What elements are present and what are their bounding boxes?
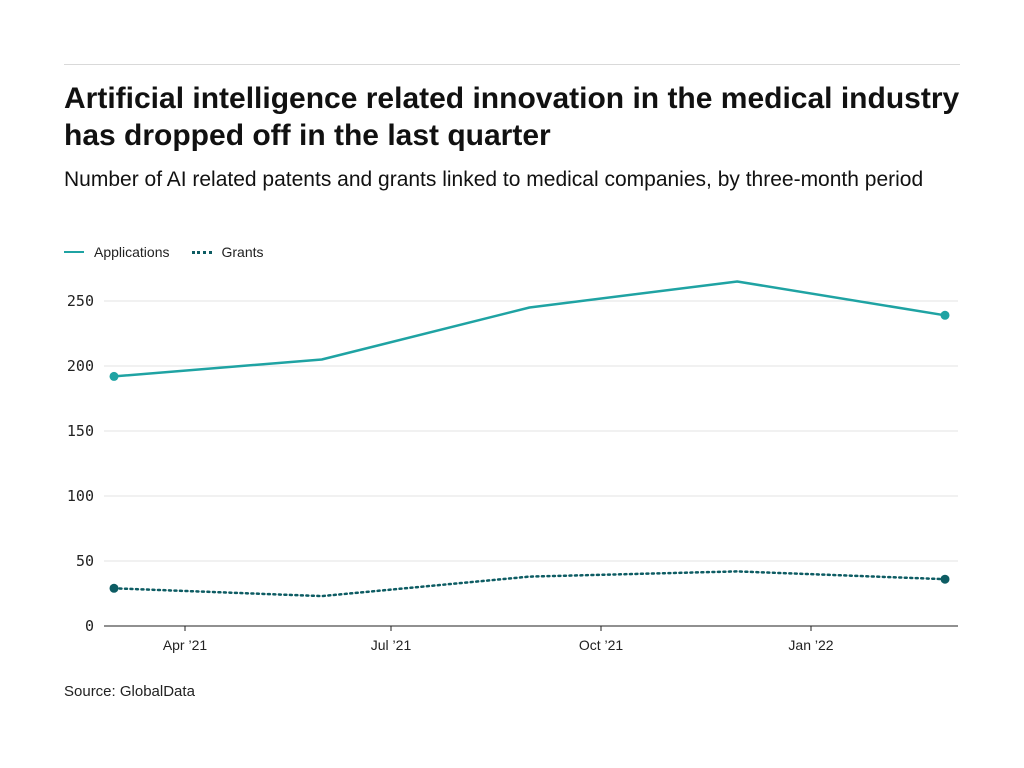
legend-label-grants: Grants	[221, 244, 264, 260]
data-point-grants	[109, 583, 119, 593]
legend-swatch-grants	[191, 250, 212, 254]
data-point-applications	[109, 371, 119, 381]
y-tick-label: 0	[85, 617, 94, 635]
chart-subtitle: Number of AI related patents and grants …	[64, 168, 924, 191]
x-tick-label: Jan ’22	[788, 637, 833, 653]
legend-item-applications[interactable]: Applications	[64, 244, 170, 260]
y-tick-label: 200	[67, 357, 94, 375]
series-line-applications	[112, 280, 947, 378]
y-tick-label: 150	[67, 422, 94, 440]
source-note: Source: GlobalData	[64, 683, 195, 700]
legend-label-applications: Applications	[94, 244, 170, 260]
y-tick-label: 250	[67, 292, 94, 310]
x-tick-label: Oct ’21	[579, 637, 624, 653]
chart-title: Artificial intelligence related innovati…	[64, 82, 960, 152]
legend-item-grants[interactable]: Grants	[191, 244, 264, 260]
line-chart: 0 50 100 150 200 250 Apr ’21 Jul ’21 Oct ’21 Jan …	[67, 280, 958, 653]
y-tick-label: 50	[76, 552, 94, 570]
y-tick-label: 100	[67, 487, 94, 505]
series-line-grants	[112, 570, 947, 598]
legend-swatch-applications	[64, 251, 84, 253]
data-point-grants	[940, 574, 950, 584]
x-tick-label: Jul ’21	[371, 637, 412, 653]
top-rule	[64, 64, 960, 65]
x-tick-label: Apr ’21	[163, 637, 208, 653]
data-point-applications	[940, 310, 950, 320]
legend: Applications Grants	[64, 242, 286, 262]
